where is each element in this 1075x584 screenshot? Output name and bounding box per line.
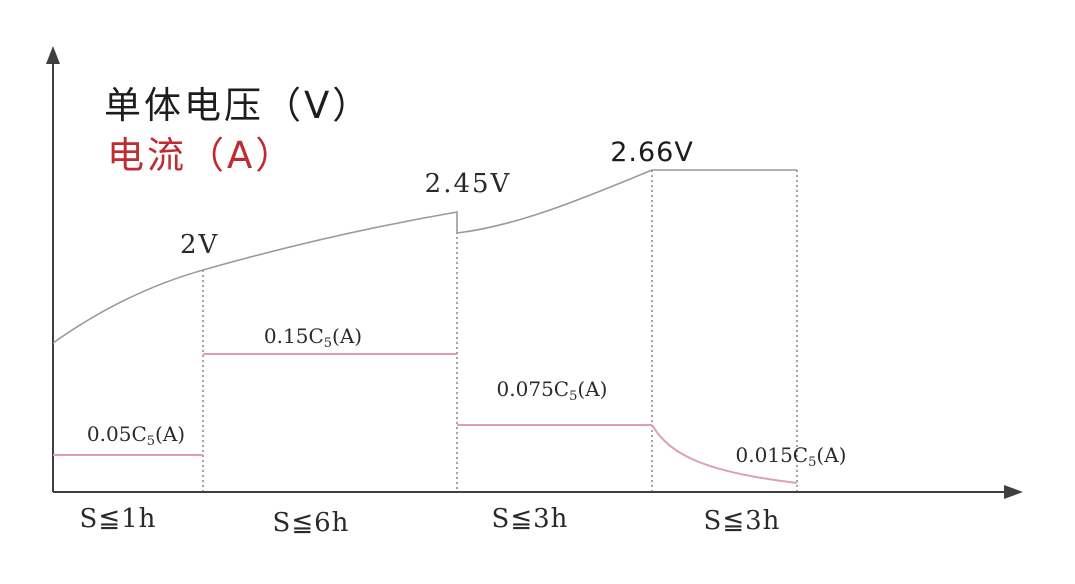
current-axis-title: 电流（A） <box>107 134 295 177</box>
voltage-curve-path <box>52 169 797 344</box>
current-label-stage-2: 0.15C5(A) <box>264 324 362 351</box>
voltage-annotation-2-45v: 2.45V <box>425 169 512 199</box>
x-axis-arrow-icon <box>1004 485 1023 499</box>
current-curve <box>53 353 798 484</box>
current-label-stage-4: 0.015C5(A) <box>736 443 847 470</box>
current-curve-stage-4 <box>651 424 798 484</box>
stage-duration-label-1: S≦1h <box>80 504 157 534</box>
voltage-axis-title: 单体电压（V） <box>104 84 372 127</box>
y-axis-arrow-icon <box>46 46 60 64</box>
current-stage-labels: 0.05C5(A) 0.15C5(A) 0.075C5(A) 0.015C5(A) <box>87 324 847 470</box>
stage-duration-label-4: S≦3h <box>704 506 781 536</box>
voltage-annotation-2v: 2V <box>180 230 219 260</box>
stage-duration-label-3: S≦3h <box>492 504 569 534</box>
current-label-stage-3: 0.075C5(A) <box>497 377 608 404</box>
stage-duration-label-2: S≦6h <box>273 508 350 538</box>
axes <box>46 46 1023 499</box>
current-label-stage-1: 0.05C5(A) <box>87 422 185 449</box>
voltage-annotation-2-66v: 2.66V <box>610 137 694 168</box>
